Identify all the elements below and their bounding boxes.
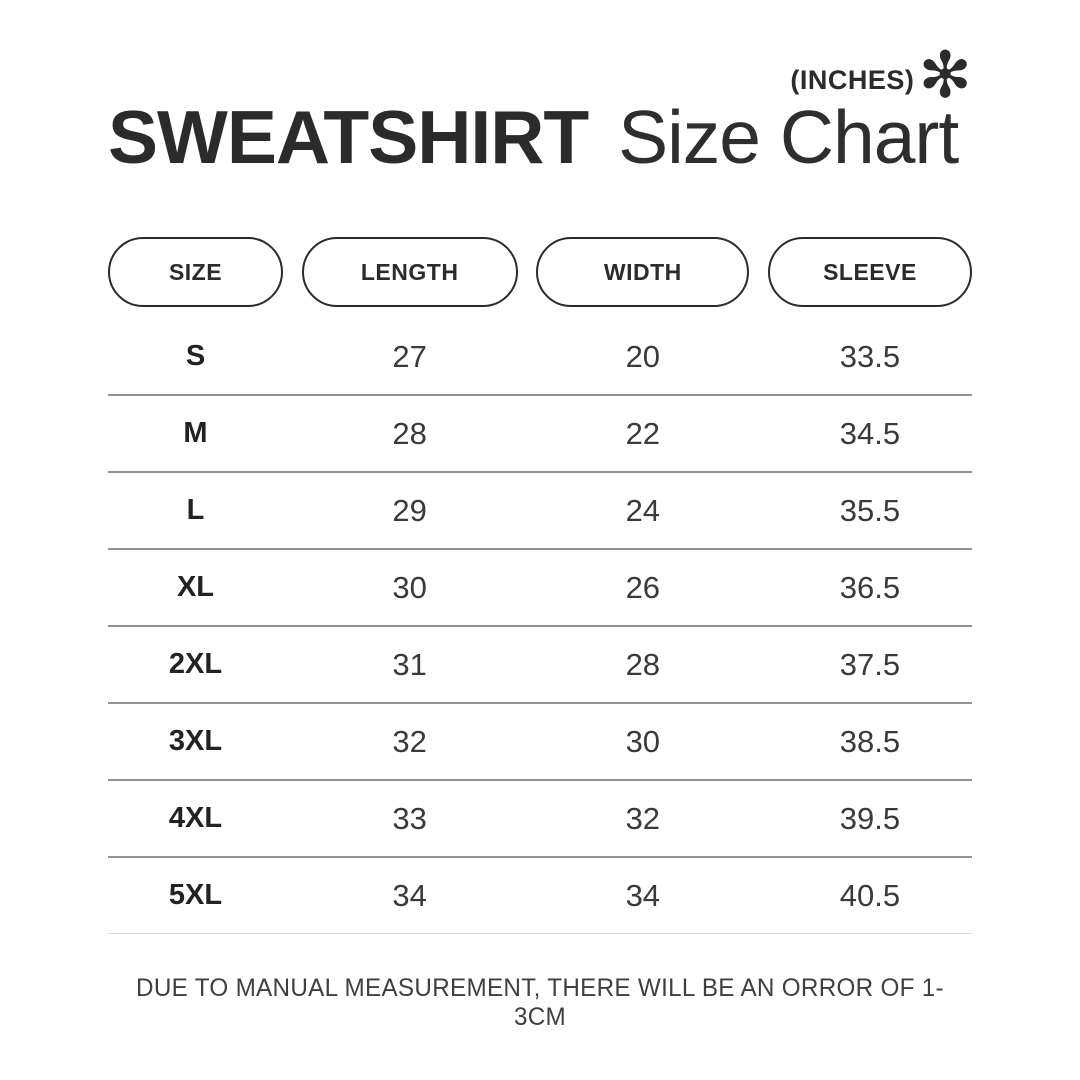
size-cell: L [186,494,205,526]
unit-label: (INCHES) [790,64,915,95]
size-cell: M [183,417,208,449]
length-cell: 33 [392,800,427,836]
width-cell: 22 [625,415,661,451]
size-cell: 5XL [168,879,223,911]
length-cell: 31 [392,646,427,682]
sleeve-cell: 38.5 [839,723,901,759]
width-cell: 26 [625,569,661,605]
column-header-width-label: WIDTH [603,258,682,285]
length-cell: 34 [392,877,427,913]
table-row: XL 30 26 36.5 [108,550,972,627]
column-header-length: LENGTH [301,237,518,307]
column-header-row: SIZE LENGTH WIDTH SLEEVE [108,237,972,307]
table-row: M 28 22 34.5 [108,396,972,473]
size-cell: 2XL [168,648,223,680]
table-row: 4XL 33 32 39.5 [108,781,972,858]
sleeve-cell: 34.5 [839,415,901,451]
unit-row: (INCHES) ✻ [108,39,972,112]
size-cell: XL [176,571,215,603]
width-cell: 24 [625,492,661,528]
size-cell: 3XL [168,725,223,757]
size-cell: 4XL [168,802,223,834]
width-cell: 34 [625,877,661,913]
column-header-size: SIZE [108,237,283,307]
length-cell: 29 [392,492,427,528]
column-header-sleeve: SLEEVE [767,237,972,307]
table-row: 5XL 34 34 40.5 [108,858,972,934]
sleeve-cell: 35.5 [839,492,901,528]
sleeve-cell: 33.5 [839,338,901,374]
sleeve-cell: 40.5 [839,877,901,913]
width-cell: 28 [625,646,661,682]
measurement-disclaimer: DUE TO MANUAL MEASUREMENT, THERE WILL BE… [136,974,944,1031]
table-row: 2XL 31 28 37.5 [108,627,972,704]
size-chart-content: (INCHES) ✻ SWEATSHIRT Size Chart SIZE LE… [108,0,972,1032]
page-title: SWEATSHIRT Size Chart [108,100,972,175]
sleeve-cell: 37.5 [839,646,901,682]
sleeve-cell: 39.5 [839,800,901,836]
page-title-product: SWEATSHIRT [108,95,589,179]
column-header-sleeve-label: SLEEVE [823,258,917,285]
table-row: L 29 24 35.5 [108,473,972,550]
sleeve-cell: 36.5 [839,569,901,605]
length-cell: 32 [392,723,427,759]
page-title-suffix: Size Chart [618,95,959,179]
width-cell: 30 [625,723,661,759]
length-cell: 28 [392,415,427,451]
length-cell: 30 [392,569,427,605]
size-table: S 27 20 33.5 M 28 22 34.5 L 29 24 35.5 X… [108,319,972,934]
column-header-size-label: SIZE [168,258,223,285]
width-cell: 20 [625,338,661,374]
table-row: 3XL 32 30 38.5 [108,704,972,781]
width-cell: 32 [625,800,661,836]
column-header-width: WIDTH [536,237,750,307]
column-header-length-label: LENGTH [360,258,459,285]
table-row: S 27 20 33.5 [108,319,972,396]
length-cell: 27 [392,338,427,374]
size-cell: S [185,340,206,372]
asterisk-icon: ✻ [918,39,972,112]
